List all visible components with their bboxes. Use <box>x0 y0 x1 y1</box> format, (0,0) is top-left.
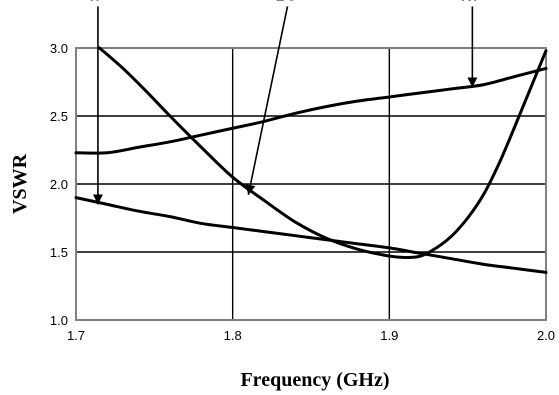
series-line-lo <box>98 46 548 259</box>
grid-lines <box>75 47 547 321</box>
series-label-lo: LO <box>276 0 299 3</box>
y-tick-label: 3.0 <box>50 41 68 56</box>
y-axis-tick-labels: 1.0 1.5 2.0 2.5 3.0 <box>50 41 68 328</box>
x-tick-label: 1.9 <box>380 328 398 343</box>
y-tick-label: 2.0 <box>50 177 68 192</box>
series-line-if <box>74 196 548 274</box>
plot-frame <box>75 47 547 321</box>
x-tick-label: 1.7 <box>67 328 85 343</box>
y-tick-label: 2.5 <box>50 109 68 124</box>
series-lines <box>74 46 548 274</box>
series-annotations: IF LO RF <box>90 0 484 205</box>
x-axis-title: Frequency (GHz) <box>240 369 389 391</box>
series-label-rf: RF <box>461 0 484 3</box>
annotation-arrow-lo <box>245 6 289 196</box>
y-axis-title: VSWR <box>9 153 31 214</box>
series-label-if: IF <box>90 0 106 3</box>
series-line-rf <box>74 66 548 155</box>
y-tick-label: 1.0 <box>50 313 68 328</box>
y-tick-label: 1.5 <box>50 245 68 260</box>
x-axis-tick-labels: 1.7 1.8 1.9 2.0 <box>67 328 555 343</box>
x-tick-label: 2.0 <box>537 328 555 343</box>
x-tick-label: 1.8 <box>224 328 242 343</box>
